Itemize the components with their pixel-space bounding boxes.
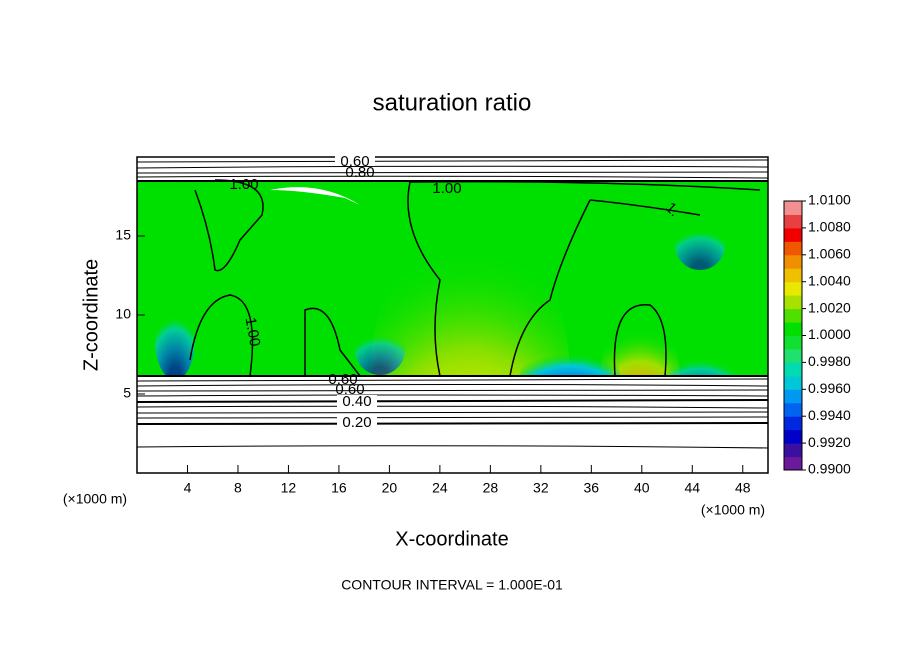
y-tick-label: 5	[123, 385, 131, 401]
colorbar-band	[784, 389, 802, 404]
colorbar-tick-label: 1.0000	[808, 326, 851, 342]
colorbar-tick-label: 1.0080	[808, 219, 851, 235]
x-tick-label: 8	[234, 480, 242, 496]
colorbar-band	[784, 214, 802, 229]
x-unit-label: (×1000 m)	[701, 502, 765, 518]
contour-label: 0.60	[328, 371, 357, 388]
x-tick-label: 20	[382, 480, 398, 496]
colorbar-tick-label: 1.0040	[808, 272, 851, 288]
colorbar-band	[784, 201, 802, 215]
x-tick-label: 44	[684, 480, 700, 496]
footer: CONTOUR INTERVAL = 1.000E-01	[341, 577, 563, 593]
colorbar-tick-label: 0.9920	[808, 434, 851, 450]
x-tick-label: 4	[184, 480, 192, 496]
colorbar-tick-label: 0.9940	[808, 407, 851, 423]
colorbar-band	[784, 322, 802, 336]
x-axis-label: X-coordinate	[395, 528, 508, 550]
colorbar-tick-label: 1.0060	[808, 246, 851, 262]
colorbar-band	[784, 375, 802, 390]
y-axis-label: Z-coordinate	[80, 259, 102, 371]
colorbar-band	[784, 335, 802, 350]
chart-title: saturation ratio	[373, 89, 532, 116]
colorbar-band	[784, 308, 802, 323]
contour-label: 1.00	[242, 316, 264, 348]
x-tick-label: 24	[432, 480, 448, 496]
contour-label: 0.80	[345, 164, 374, 181]
contour-labels: 0.60 0.80 1.00 1.00 1.00 1. 0.60 0.60 0.…	[229, 153, 682, 431]
contour-label: 0.60	[335, 381, 364, 398]
x-tick-label: 28	[483, 480, 499, 496]
contour-label: 0.60	[340, 153, 369, 170]
colorbar-tick-label: 1.0020	[808, 299, 851, 315]
x-tick-label: 48	[735, 480, 751, 496]
x-tick-label: 36	[584, 480, 600, 496]
colorbar-band	[784, 456, 802, 471]
colorbar-band	[784, 362, 802, 377]
colorbar-band	[784, 227, 802, 242]
colorbar-band	[784, 268, 802, 283]
x-tick-label: 40	[634, 480, 650, 496]
colorbar-band	[784, 443, 802, 458]
colorbar-tick-label: 1.0100	[808, 192, 851, 208]
colorbar-band	[784, 402, 802, 417]
contour-label: 0.40	[342, 393, 371, 410]
colorbar-tick-label: 0.9960	[808, 380, 851, 396]
colorbar-band	[784, 254, 802, 269]
colorbar-band	[784, 416, 802, 431]
colorbar-band	[784, 241, 802, 256]
y-tick-label: 15	[115, 227, 131, 243]
x-tick-label: 16	[331, 480, 347, 496]
colorbar-tick-label: 0.9900	[808, 461, 851, 477]
colorbar-band	[784, 281, 802, 296]
y-unit-label: (×1000 m)	[63, 491, 127, 507]
x-tick-label: 32	[533, 480, 549, 496]
x-tick-label: 12	[281, 480, 297, 496]
contour-label: 1.00	[229, 176, 258, 193]
colorbar-band	[784, 348, 802, 363]
contour-label: 0.20	[342, 414, 371, 431]
colorbar-tick-label: 0.9980	[808, 353, 851, 369]
field	[137, 157, 768, 473]
colorbar-band	[784, 429, 802, 444]
contour-label: 1.00	[432, 180, 461, 197]
colorbar-band	[784, 295, 802, 310]
y-tick-label: 10	[115, 306, 131, 322]
